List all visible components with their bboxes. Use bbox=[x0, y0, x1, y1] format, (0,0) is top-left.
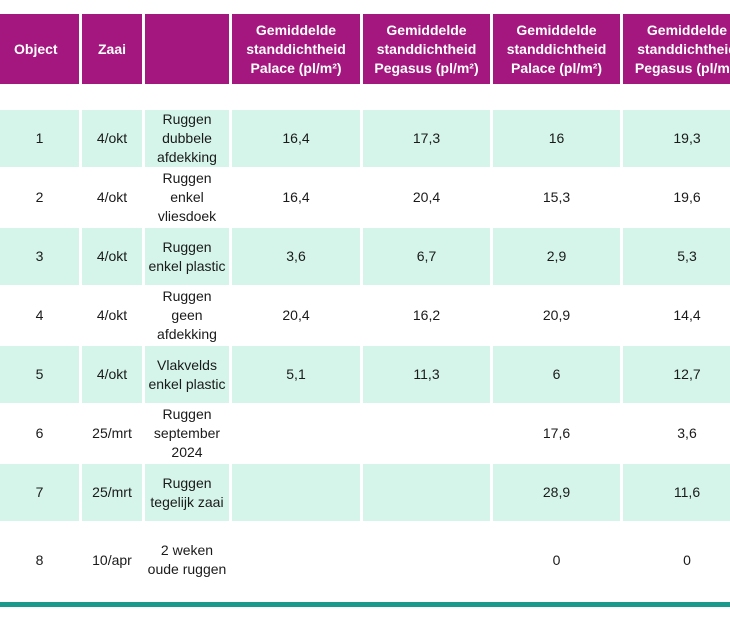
cell-palace-2: 17,6 bbox=[493, 405, 620, 464]
cell-zaai: 10/apr bbox=[82, 523, 142, 599]
cell-palace-1: 20,4 bbox=[232, 287, 360, 346]
cell-pegasus-1 bbox=[363, 464, 490, 523]
header-pegasus-2: Gemiddelde standdichtheid Pegasus (pl/m²… bbox=[623, 14, 730, 84]
cell-pegasus-2: 3,6 bbox=[623, 405, 730, 464]
cell-description: Ruggen enkel vliesdoek bbox=[145, 169, 229, 228]
header-pegasus-1: Gemiddelde standdichtheid Pegasus (pl/m²… bbox=[363, 14, 490, 84]
cell-palace-1: 16,4 bbox=[232, 110, 360, 169]
table-row: 8 10/apr 2 weken oude ruggen 0 0 bbox=[0, 523, 730, 599]
cell-palace-1: 3,6 bbox=[232, 228, 360, 287]
cell-palace-2: 2,9 bbox=[493, 228, 620, 287]
cell-palace-2: 16 bbox=[493, 110, 620, 169]
cell-description: Ruggen tegelijk zaai bbox=[145, 464, 229, 523]
cell-palace-1 bbox=[232, 523, 360, 599]
cell-palace-1 bbox=[232, 464, 360, 523]
cell-pegasus-1 bbox=[363, 405, 490, 464]
cell-pegasus-2: 5,3 bbox=[623, 228, 730, 287]
cell-pegasus-1: 20,4 bbox=[363, 169, 490, 228]
cell-pegasus-1: 17,3 bbox=[363, 110, 490, 169]
header-palace-2: Gemiddelde standdichtheid Palace (pl/m²) bbox=[493, 14, 620, 84]
table-container: Object Zaai Gemiddelde standdichtheid Pa… bbox=[0, 14, 730, 599]
table-row: 5 4/okt Vlakvelds enkel plastic 5,1 11,3 6 12,… bbox=[0, 346, 730, 405]
cell-palace-2: 20,9 bbox=[493, 287, 620, 346]
cell-palace-1: 16,4 bbox=[232, 169, 360, 228]
cell-pegasus-1: 11,3 bbox=[363, 346, 490, 405]
table-row: 4 4/okt Ruggen geen afdekking 20,4 16,2 20,9 1… bbox=[0, 287, 730, 346]
cell-object: 4 bbox=[0, 287, 79, 346]
cell-description: 2 weken oude ruggen bbox=[145, 523, 229, 599]
cell-pegasus-2: 19,6 bbox=[623, 169, 730, 228]
cell-object: 2 bbox=[0, 169, 79, 228]
cell-zaai: 25/mrt bbox=[82, 464, 142, 523]
cell-pegasus-1 bbox=[363, 523, 490, 599]
cell-palace-2: 15,3 bbox=[493, 169, 620, 228]
table-row: 1 4/okt Ruggen dubbele afdekking 16,4 17,3 16… bbox=[0, 110, 730, 169]
cell-pegasus-2: 11,6 bbox=[623, 464, 730, 523]
cell-palace-2: 28,9 bbox=[493, 464, 620, 523]
header-zaai: Zaai bbox=[82, 14, 142, 84]
cell-palace-2: 0 bbox=[493, 523, 620, 599]
standdichtheid-table: Object Zaai Gemiddelde standdichtheid Pa… bbox=[0, 14, 730, 599]
cell-pegasus-2: 19,3 bbox=[623, 110, 730, 169]
cell-description: Ruggen enkel plastic bbox=[145, 228, 229, 287]
cell-pegasus-2: 12,7 bbox=[623, 346, 730, 405]
cell-zaai: 4/okt bbox=[82, 346, 142, 405]
table-body: 1 4/okt Ruggen dubbele afdekking 16,4 17,3 16… bbox=[0, 84, 730, 599]
cell-object: 1 bbox=[0, 110, 79, 169]
cell-description: Vlakvelds enkel plastic bbox=[145, 346, 229, 405]
cell-zaai: 4/okt bbox=[82, 228, 142, 287]
cell-pegasus-1: 16,2 bbox=[363, 287, 490, 346]
cell-palace-1 bbox=[232, 405, 360, 464]
cell-palace-2: 6 bbox=[493, 346, 620, 405]
table-row: 6 25/mrt Ruggen september 2024 17,6 3,6 bbox=[0, 405, 730, 464]
cell-palace-1: 5,1 bbox=[232, 346, 360, 405]
cell-pegasus-1: 6,7 bbox=[363, 228, 490, 287]
cell-pegasus-2: 0 bbox=[623, 523, 730, 599]
spacer-row bbox=[0, 84, 730, 110]
header-palace-1: Gemiddelde standdichtheid Palace (pl/m²) bbox=[232, 14, 360, 84]
cell-pegasus-2: 14,4 bbox=[623, 287, 730, 346]
header-row: Object Zaai Gemiddelde standdichtheid Pa… bbox=[0, 14, 730, 84]
cell-description: Ruggen september 2024 bbox=[145, 405, 229, 464]
cell-description: Ruggen geen afdekking bbox=[145, 287, 229, 346]
table-row: 7 25/mrt Ruggen tegelijk zaai 28,9 11,6 bbox=[0, 464, 730, 523]
header-blank bbox=[145, 14, 229, 84]
cell-zaai: 4/okt bbox=[82, 110, 142, 169]
cell-object: 7 bbox=[0, 464, 79, 523]
cell-object: 3 bbox=[0, 228, 79, 287]
cell-object: 6 bbox=[0, 405, 79, 464]
table-row: 2 4/okt Ruggen enkel vliesdoek 16,4 20,4 15,3… bbox=[0, 169, 730, 228]
cell-description: Ruggen dubbele afdekking bbox=[145, 110, 229, 169]
cell-object: 8 bbox=[0, 523, 79, 599]
bottom-rule bbox=[0, 602, 730, 607]
cell-zaai: 4/okt bbox=[82, 287, 142, 346]
cell-zaai: 4/okt bbox=[82, 169, 142, 228]
table-row: 3 4/okt Ruggen enkel plastic 3,6 6,7 2,9 5,3 bbox=[0, 228, 730, 287]
cell-object: 5 bbox=[0, 346, 79, 405]
cell-zaai: 25/mrt bbox=[82, 405, 142, 464]
header-object: Object bbox=[0, 14, 79, 84]
